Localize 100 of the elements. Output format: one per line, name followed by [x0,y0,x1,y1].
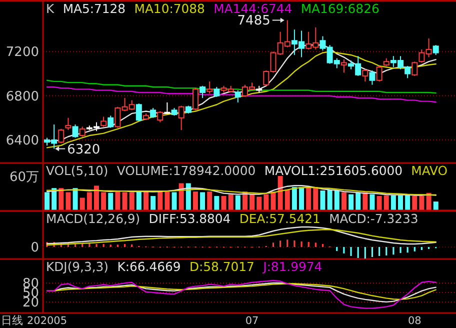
bar [270,192,276,210]
bar [143,192,148,210]
bar [334,190,340,210]
candlestick [150,107,156,118]
chart-title: K [46,1,55,16]
chart-title: VOL(5,10) [46,163,108,178]
candlestick [192,88,198,111]
bar [44,192,50,210]
candlestick [432,44,439,56]
candlestick [164,102,170,114]
bar [58,188,64,210]
series-label: DEA:57.5421 [239,211,320,226]
x-tick-label: 202005 [26,315,68,327]
bar [341,192,346,210]
text: 60万 [9,170,39,185]
bar [164,192,170,210]
bar [412,196,418,210]
line-series [46,86,436,103]
chart-subtitle: VOLUME:178942.0000 [116,163,256,178]
candlestick [72,124,78,138]
bar [264,194,269,210]
candlestick [412,61,418,76]
candlestick [178,105,184,130]
bar [384,195,389,210]
chart-subtitle: MACD:-7.3233 [329,211,418,226]
series-label: K:66.4669 [117,259,181,274]
bar [80,198,85,210]
candlestick [108,115,114,128]
candlestick [58,128,64,144]
chart-title: KDJ(9,3,3) [46,259,109,274]
bar [348,194,354,210]
x-tick-label: 08 [408,315,422,327]
bar [327,189,332,210]
ref-line-label: 0 [30,240,39,256]
bar [306,187,312,210]
y-tick-label: 7200 [6,45,39,60]
bar [256,196,262,210]
candlestick [340,58,347,74]
bar [86,192,92,210]
bar [158,192,163,210]
bar [94,186,99,210]
bar [122,192,128,210]
bar [292,187,297,210]
bar [192,192,198,210]
bar [433,202,438,210]
x-axis-title: 日线 [1,314,23,327]
bar [376,196,382,210]
bar [228,194,234,210]
annotation: 7485 [237,14,270,29]
candlestick [200,85,206,98]
candlestick [362,68,368,82]
candlestick [376,66,382,82]
bar [284,189,290,210]
bar [72,188,78,210]
candlestick [100,116,107,128]
candlestick [79,126,86,138]
bar [362,192,368,210]
bar [115,192,120,210]
bar [66,192,71,210]
bar [235,195,240,210]
bar [101,192,106,210]
bar [172,192,177,210]
bar [214,196,220,210]
bar [313,187,318,210]
bar [419,196,424,210]
candlestick [369,70,376,86]
candlestick [136,103,142,122]
annotation: 6320 [67,142,100,158]
bar [221,196,226,210]
candlestick [157,110,164,123]
bar [136,192,142,210]
candlestick [214,86,220,98]
bar [150,196,156,210]
chart-title: MACD(12,26,9) [46,211,140,226]
series-label: MAVOL1:251605.6000 [264,163,403,178]
text: MA144:6744 [214,1,292,16]
text: MA5:7128 [62,1,126,16]
bar [370,194,375,210]
candlestick [234,90,241,103]
bar [299,187,304,210]
series-label: DIFF:53.8804 [148,211,231,226]
x-tick-label: 07 [245,315,259,327]
candlestick [65,117,72,130]
bar [278,176,283,210]
candlestick [206,80,213,94]
bar [108,192,114,210]
series-label: D:58.7017 [189,259,254,274]
bar [200,192,206,210]
series-label: J:81.9974 [262,259,322,274]
line-series [46,280,436,309]
bar [356,192,361,210]
y-tick-label: 6400 [6,133,39,148]
y-tick-label: 6800 [6,89,39,104]
text: MA169:6826 [300,1,380,16]
bar [178,183,184,210]
bar [207,192,212,210]
text: MA10:7088 [134,1,206,16]
bar [320,190,326,210]
bar [390,195,396,210]
series-label: MAVO [411,163,448,178]
